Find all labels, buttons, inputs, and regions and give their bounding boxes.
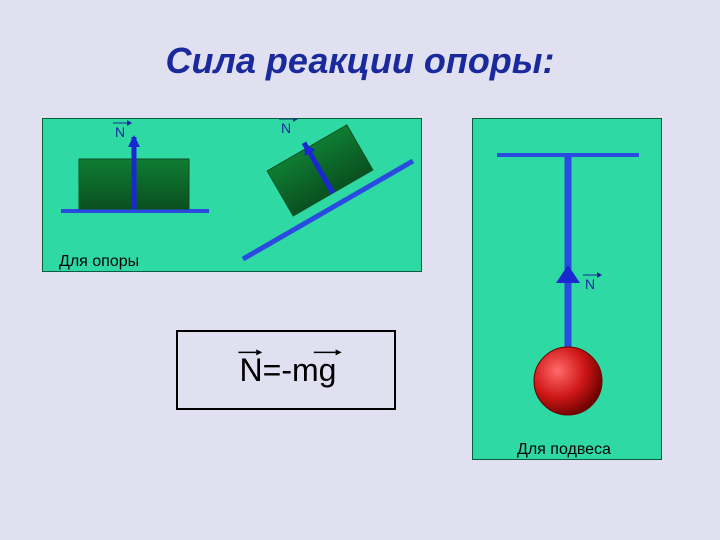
svg-text:N: N bbox=[115, 124, 125, 140]
suspension-label: Для подвеса bbox=[517, 441, 611, 459]
support-diagram: NN bbox=[43, 119, 423, 273]
page-title: Сила реакции опоры: bbox=[0, 40, 720, 82]
support-panel: NN Для опоры bbox=[42, 118, 422, 272]
svg-text:N: N bbox=[281, 120, 291, 136]
support-label: Для опоры bbox=[59, 253, 139, 271]
svg-text:N=-mg: N=-mg bbox=[240, 352, 337, 388]
formula-box: N=-mg bbox=[176, 330, 396, 410]
formula-diagram: N=-mg bbox=[178, 330, 394, 410]
svg-text:N: N bbox=[585, 276, 595, 292]
suspension-panel: N Для подвеса bbox=[472, 118, 662, 460]
suspension-diagram: N bbox=[473, 119, 663, 461]
